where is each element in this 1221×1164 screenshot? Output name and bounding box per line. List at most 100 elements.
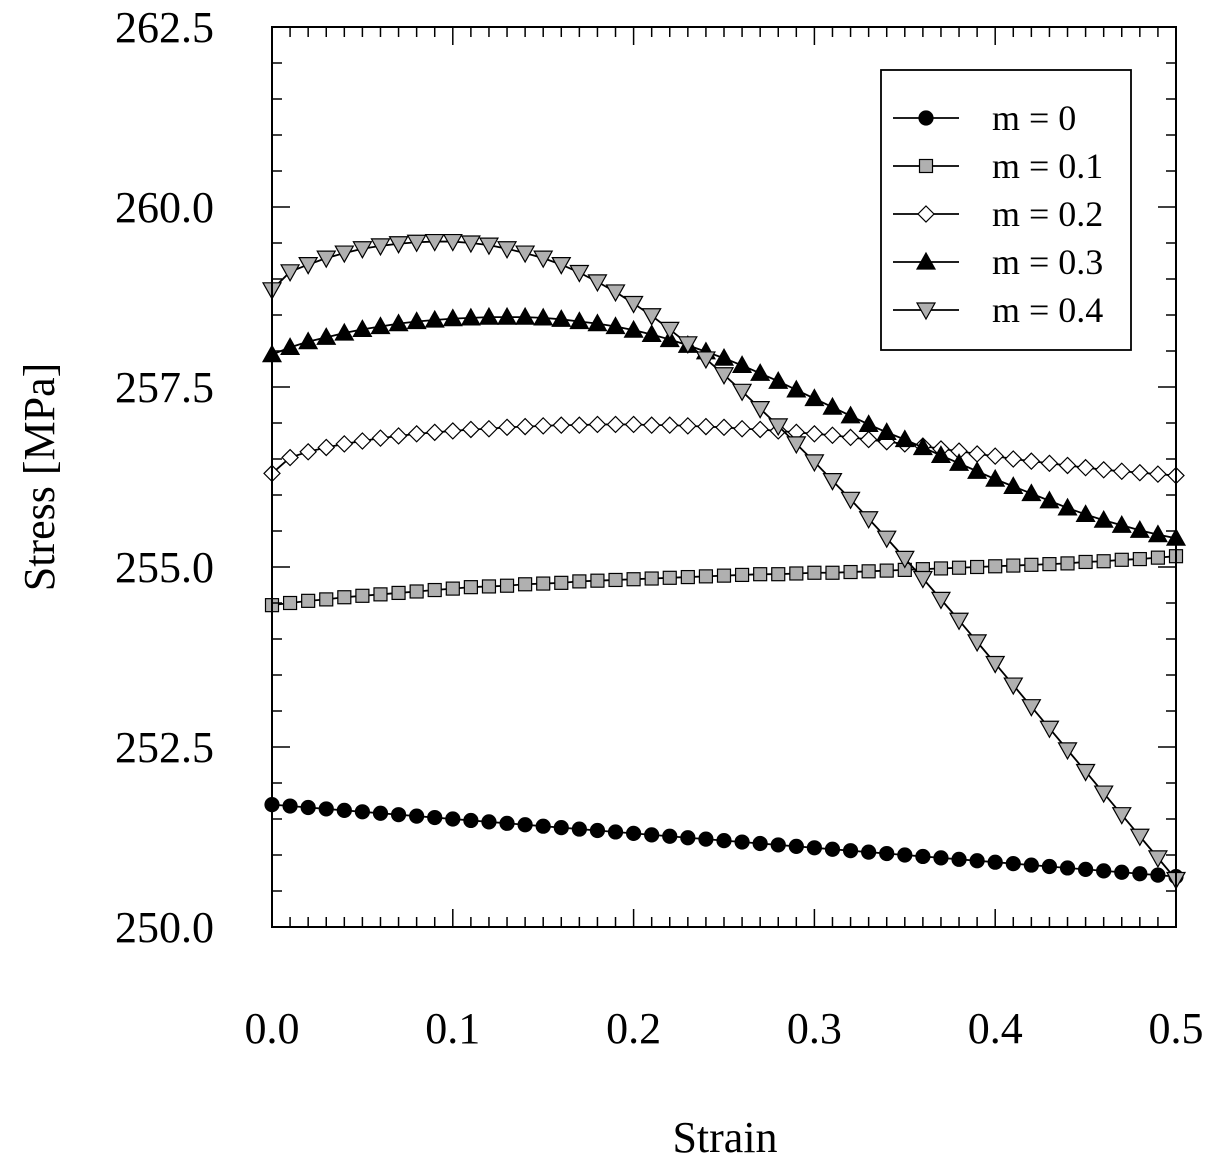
data-point [1149,465,1167,483]
data-point [463,812,479,829]
data-point [1060,556,1075,571]
data-point [986,447,1005,465]
x-axis-title: Strain [672,1113,777,1162]
data-point [951,560,967,575]
data-point [1147,850,1168,869]
data-point [626,572,641,587]
data-point [1114,552,1129,567]
legend-entry: m = 0.4 [893,290,1103,330]
data-point [1129,828,1150,847]
series-2 [263,415,1185,485]
data-point [879,563,894,578]
data-point [570,416,589,435]
legend-marker [918,110,934,126]
data-point [534,417,553,435]
data-point [460,307,481,326]
data-point [752,835,768,852]
data-point [876,422,897,440]
y-tick-label: 260.0 [115,183,214,232]
data-point [662,570,677,585]
data-point [894,550,915,569]
y-tick-label: 262.5 [115,3,214,52]
legend-label: m = 0.1 [992,146,1103,186]
data-point [861,844,877,860]
data-point [930,591,951,610]
data-point [481,579,497,594]
data-point [732,355,753,373]
data-point [280,264,301,283]
data-point [698,569,714,584]
data-point [822,396,843,415]
data-point [695,351,716,370]
data-point [750,401,771,419]
data-point [933,850,949,866]
series-1 [264,549,1184,613]
data-point [879,845,895,862]
legend: m = 0 m = 0.1 m = 0.2 m = 0.3 m = 0.4 [880,69,1132,351]
data-point [680,830,696,846]
data-point [858,511,879,529]
data-point [443,422,462,440]
y-tick-label: 250.0 [115,903,214,952]
data-point [1075,763,1096,782]
data-point [515,245,536,264]
data-point [336,802,352,818]
data-point [390,807,407,823]
data-point [859,430,878,449]
data-point [407,424,426,443]
data-point [606,415,625,434]
data-point [337,590,352,605]
data-point [912,570,933,589]
data-point [460,235,481,254]
legend-entry: m = 0 [893,98,1076,138]
data-point [554,575,569,590]
data-point [716,568,732,583]
data-point [535,818,551,834]
x-tick-label: 0.1 [425,1004,480,1053]
data-point [406,234,427,253]
data-point [497,241,518,259]
data-point [481,814,497,830]
data-point [1021,483,1042,502]
y-tick-label: 255.0 [115,543,214,592]
data-point [409,808,425,824]
data-point [930,445,951,463]
legend-marker [917,205,935,223]
data-point [1005,856,1021,872]
data-point [1129,520,1150,538]
data-point [334,245,355,264]
data-point [624,415,643,434]
data-point [388,236,409,254]
data-point [478,306,499,325]
data-point [1077,861,1094,878]
data-point [427,809,443,826]
data-point [750,363,771,381]
data-point [861,564,876,579]
data-point [1150,550,1166,565]
data-point [841,428,860,447]
data-point [334,322,355,341]
data-point [842,843,859,859]
data-point [949,612,970,631]
data-point [734,567,750,583]
data-point [804,388,825,407]
data-point [713,367,735,385]
y-tick-label: 252.5 [115,723,214,772]
data-point [641,324,662,343]
data-point [1003,476,1024,494]
data-point [734,834,750,850]
data-point [1057,742,1078,761]
data-point [1041,858,1058,875]
data-point [788,838,804,854]
data-point [499,578,515,593]
data-point [1039,720,1060,739]
data-point [353,432,372,450]
data-point [406,311,427,330]
data-point [571,821,587,837]
data-point [840,491,861,510]
x-tick-label: 0.0 [245,1004,300,1053]
data-point [1040,454,1059,473]
data-point [1023,857,1039,873]
data-point [318,801,334,817]
data-point [968,445,986,463]
